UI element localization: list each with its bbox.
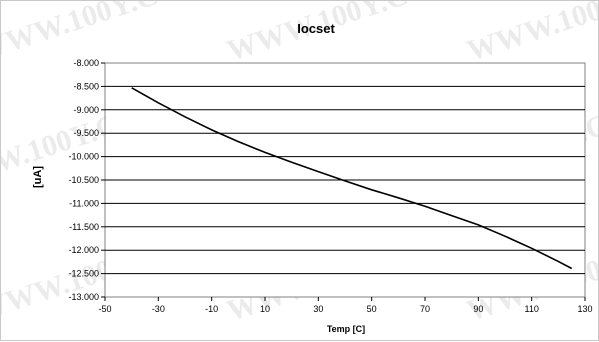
watermark-text: WWW.100Y.COM.TW [463, 1, 599, 68]
y-tick-label: -11.500 [69, 222, 99, 232]
x-tick-label: -30 [152, 304, 165, 314]
y-tick-label: -12.500 [68, 269, 99, 279]
x-tick-label: 50 [367, 304, 377, 314]
x-tick-label: 130 [577, 304, 592, 314]
x-tick-label: 70 [420, 304, 430, 314]
y-tick-label: -9.500 [73, 128, 99, 138]
y-tick-label: -8.500 [73, 81, 99, 91]
y-tick-label: -11.000 [69, 198, 99, 208]
y-tick-label: -10.000 [68, 152, 99, 162]
y-tick-label: -10.500 [68, 175, 99, 185]
y-tick-label: -9.000 [73, 105, 99, 115]
series-line [131, 87, 573, 270]
x-tick-label: 10 [260, 304, 270, 314]
x-tick-label: -10 [205, 304, 218, 314]
y-axis-ticks: -8.000 -8.500 -9.000 -9.500 -10.000 -10.500 -1… [68, 58, 105, 302]
y-tick-label: -8.000 [73, 58, 99, 68]
y-tick-label: -13.000 [68, 292, 99, 302]
gridlines [105, 85, 585, 275]
y-axis-title: [uA] [32, 166, 44, 188]
x-tick-label: 30 [313, 304, 323, 314]
x-tick-label: -50 [98, 304, 111, 314]
x-tick-label: 90 [473, 304, 483, 314]
x-axis-ticks: -50 -30 -10 10 30 50 70 90 110 130 [98, 297, 593, 314]
x-axis-title: Temp [C] [327, 324, 365, 334]
y-tick-label: -12.000 [68, 245, 99, 255]
chart-title: Iocset [297, 21, 335, 36]
x-tick-label: 110 [524, 304, 538, 314]
